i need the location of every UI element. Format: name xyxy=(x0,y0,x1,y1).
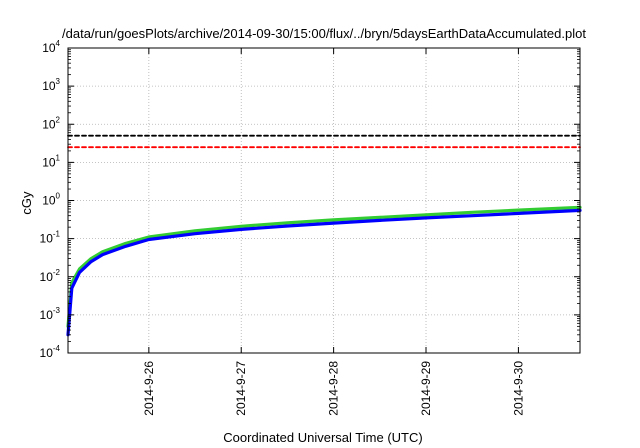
series-line-4 xyxy=(66,208,582,337)
y-tick-label: 102 xyxy=(42,115,60,131)
y-tick-label-base: 10 xyxy=(40,232,54,246)
y-tick-label: 104 xyxy=(42,39,60,55)
chart-title: /data/run/goesPlots/archive/2014-09-30/1… xyxy=(62,26,586,41)
y-tick-label-base: 10 xyxy=(40,270,54,284)
y-tick-label-base: 10 xyxy=(42,194,56,208)
y-tick-label-exponent: 3 xyxy=(56,77,61,86)
y-tick-label-base: 10 xyxy=(40,346,54,360)
y-tick-label-exponent: 1 xyxy=(56,153,61,162)
y-tick-label: 100 xyxy=(42,192,60,208)
x-tick-label: 2014-9-27 xyxy=(234,361,248,416)
y-tick-label: 10-1 xyxy=(40,230,61,246)
x-axis-label: Coordinated Universal Time (UTC) xyxy=(223,430,422,445)
x-tick-labels: 2014-9-26 2014-9-27 2014-9-28 2014-9-29 2014… xyxy=(142,361,526,416)
x-tick-label: 2014-9-30 xyxy=(511,361,525,416)
y-tick-label-base: 10 xyxy=(42,41,56,55)
y-tick-label: 10-4 xyxy=(40,344,61,360)
y-tick-label-exponent: 4 xyxy=(56,39,61,48)
ticks xyxy=(68,47,580,354)
series-layer xyxy=(66,134,582,337)
y-tick-label-exponent: -2 xyxy=(53,268,61,277)
y-axis-label: cGy xyxy=(19,191,34,215)
y-tick-label-base: 10 xyxy=(42,79,56,93)
y-tick-label: 10-3 xyxy=(40,306,61,322)
series-line-3 xyxy=(66,205,582,328)
y-tick-label-exponent: 2 xyxy=(56,115,61,124)
y-tick-label-exponent: 0 xyxy=(56,192,61,201)
y-tick-label: 10-2 xyxy=(40,268,61,284)
x-tick-label: 2014-9-29 xyxy=(419,361,433,416)
y-tick-label-exponent: -4 xyxy=(53,344,61,353)
x-tick-label: 2014-9-28 xyxy=(327,361,341,416)
y-tick-label-base: 10 xyxy=(42,155,56,169)
y-tick-label-base: 10 xyxy=(42,117,56,131)
x-tick-label: 2014-9-26 xyxy=(142,361,156,416)
y-tick-label-exponent: -3 xyxy=(53,306,61,315)
y-tick-label: 103 xyxy=(42,77,60,93)
grid xyxy=(68,48,580,353)
y-tick-label-base: 10 xyxy=(40,308,54,322)
y-tick-label: 101 xyxy=(42,153,60,169)
y-tick-label-exponent: -1 xyxy=(53,230,61,239)
